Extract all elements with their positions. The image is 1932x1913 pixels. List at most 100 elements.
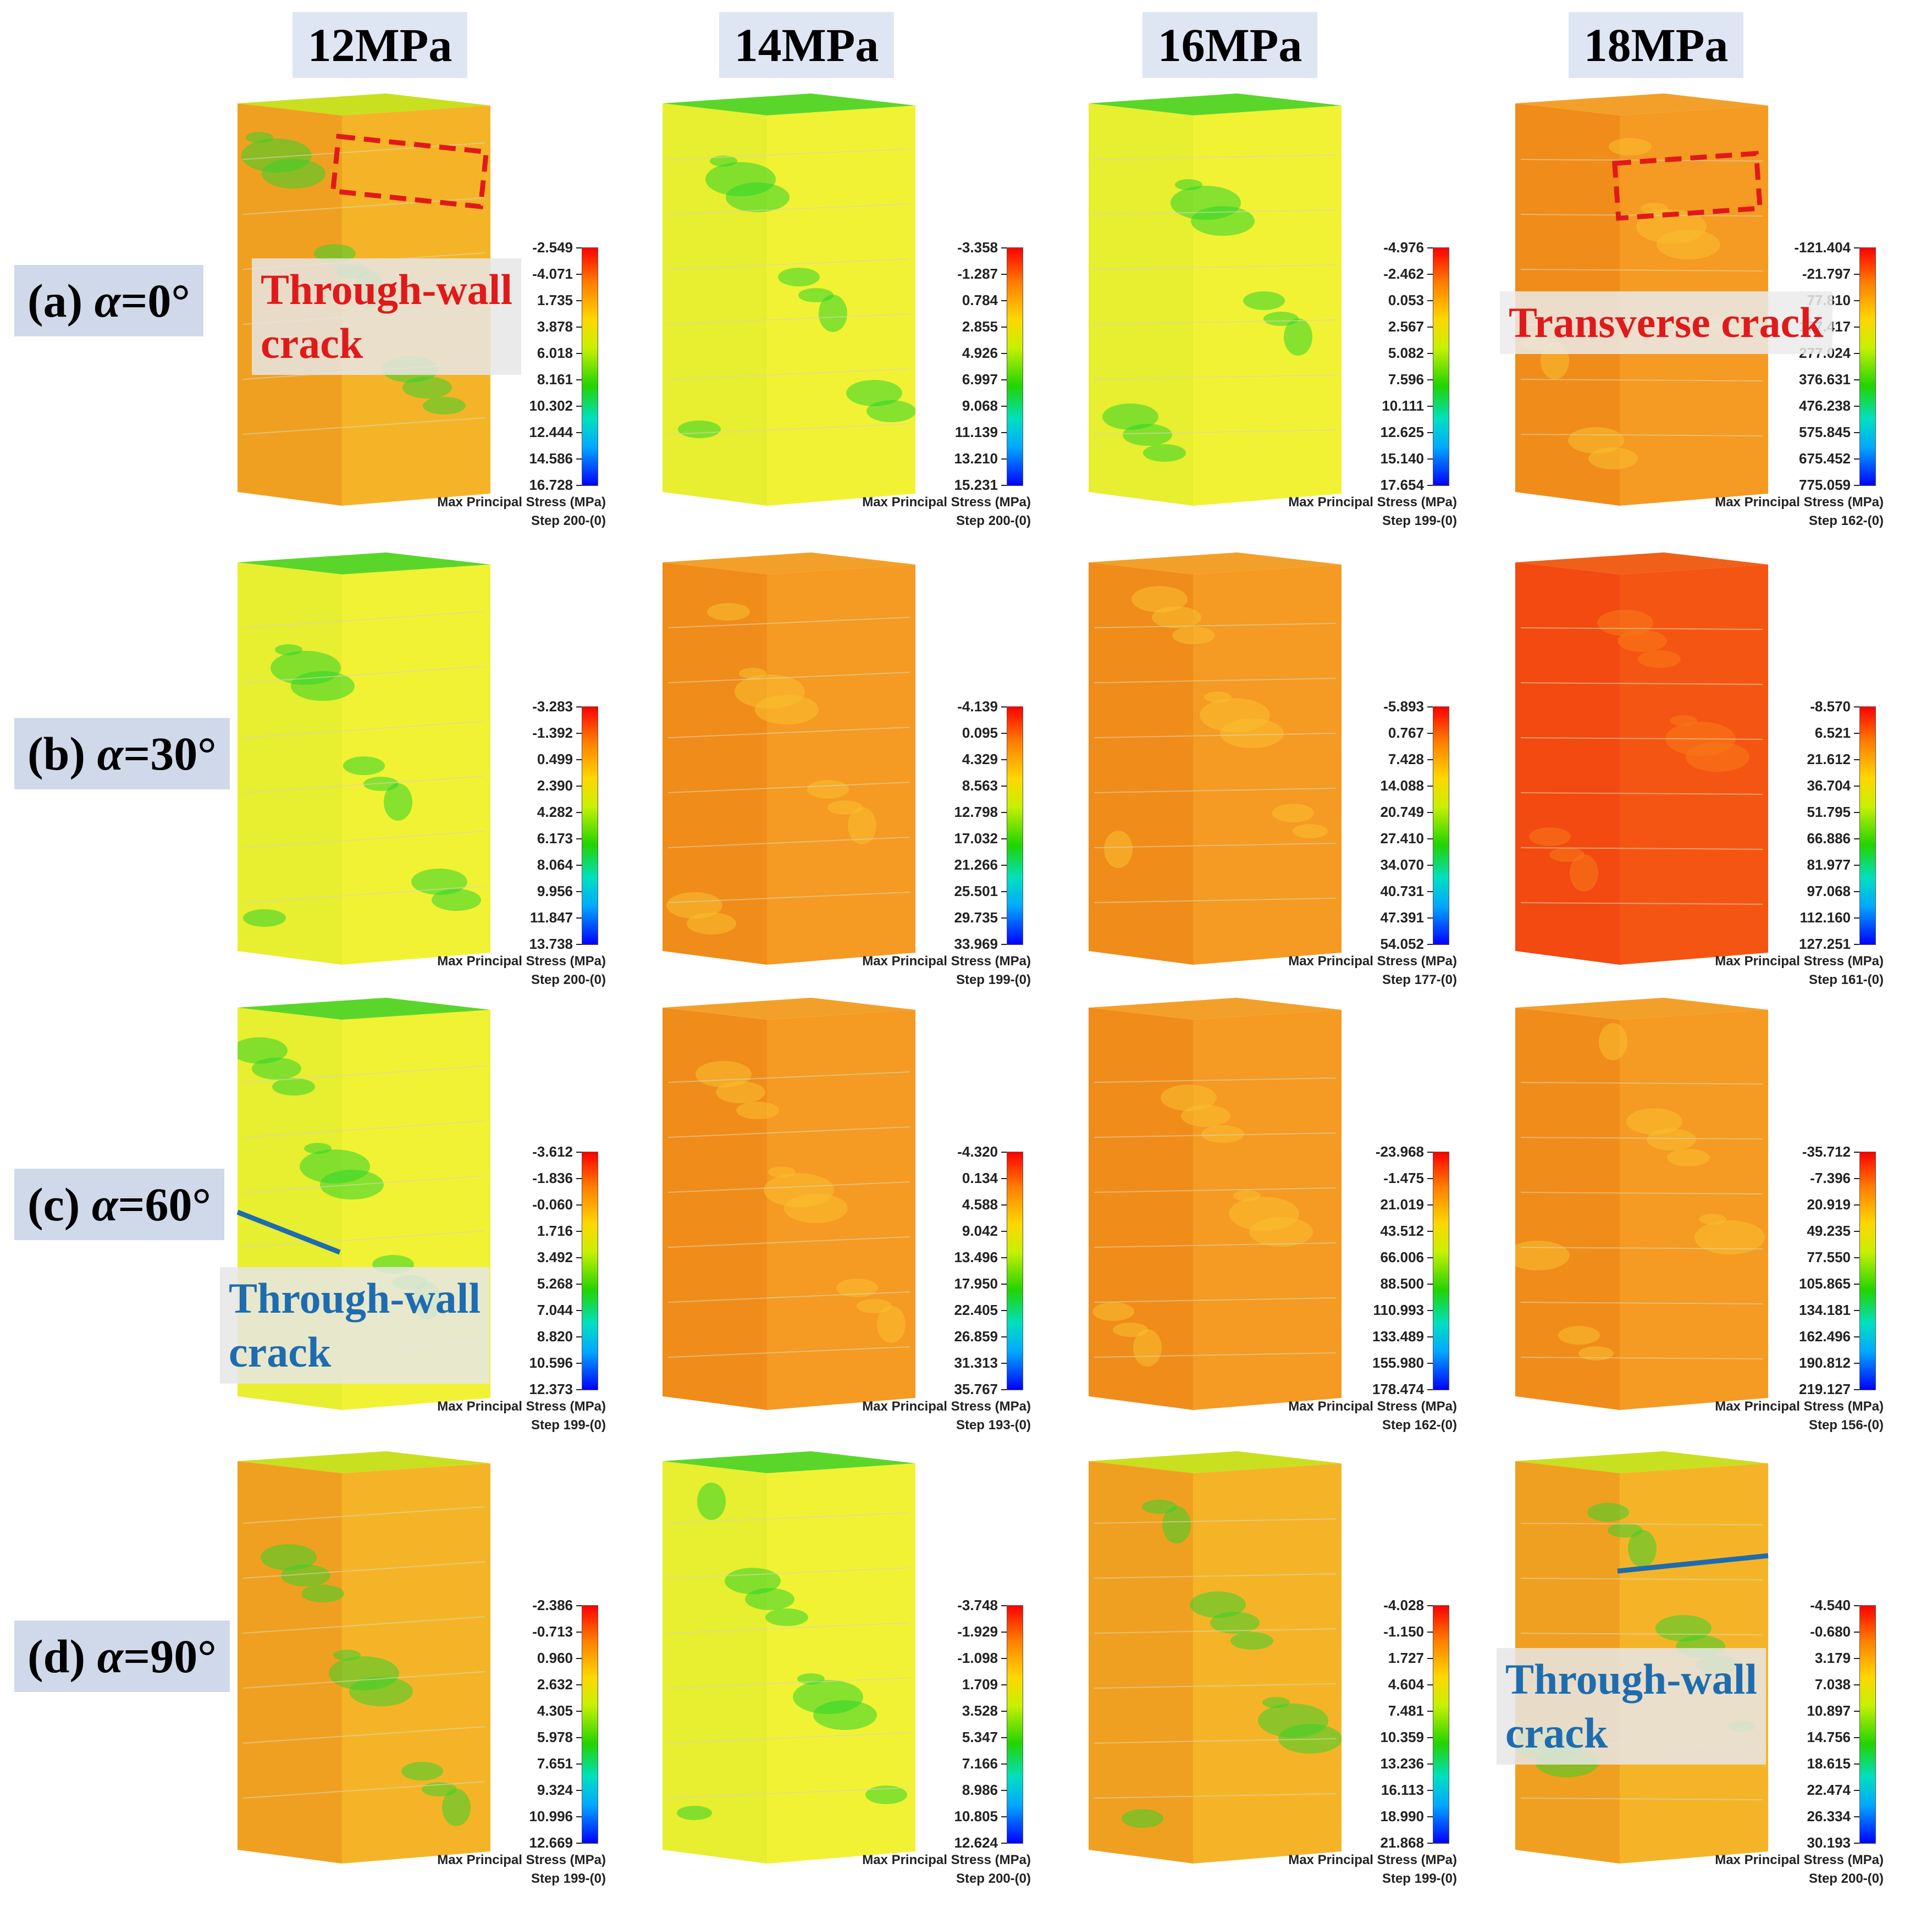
legend-tick-label: 1.709 bbox=[962, 1676, 998, 1693]
legend-colorbar bbox=[1433, 1605, 1449, 1844]
legend-tick-label: 13.210 bbox=[954, 450, 998, 467]
specimen-block bbox=[663, 1451, 915, 1864]
stress-patch bbox=[687, 913, 736, 935]
legend-tick-label: 0.053 bbox=[1388, 292, 1424, 308]
legend-tick-mark bbox=[1427, 1310, 1433, 1311]
specimen-1-0 bbox=[238, 552, 490, 965]
legend-tick-mark bbox=[576, 1284, 582, 1285]
fracture-trace bbox=[1094, 1352, 1337, 1358]
stress-patch bbox=[1618, 630, 1667, 652]
fracture-trace bbox=[667, 837, 910, 848]
stress-patch bbox=[1181, 1105, 1230, 1127]
legend-tick-mark bbox=[576, 917, 582, 919]
legend-tick-label: 7.038 bbox=[1814, 1676, 1851, 1693]
legend-tick-label: 7.481 bbox=[1388, 1702, 1424, 1719]
stress-patch bbox=[1587, 1503, 1629, 1522]
fracture-trace bbox=[1520, 1798, 1763, 1800]
fracture-trace bbox=[1094, 843, 1337, 848]
fracture-trace bbox=[667, 727, 910, 738]
legend-tick-mark bbox=[1854, 1284, 1859, 1285]
fracture-trace bbox=[1520, 1082, 1763, 1085]
legend-step: Step 199-(0) bbox=[1382, 513, 1457, 528]
legend-tick-label: -7.396 bbox=[1810, 1170, 1851, 1186]
legend-tick-label: 5.082 bbox=[1388, 345, 1424, 361]
fracture-trace bbox=[1094, 1738, 1337, 1744]
legend-tick-label: -1.392 bbox=[532, 725, 573, 741]
legend-tick-mark bbox=[576, 458, 582, 460]
legend-tick-label: 10.111 bbox=[1382, 397, 1424, 414]
legend-tick-mark bbox=[576, 274, 582, 275]
legend-tick-mark bbox=[1427, 1684, 1433, 1685]
legend-tick-label: 3.179 bbox=[1814, 1650, 1851, 1666]
legend-tick-mark bbox=[576, 1711, 582, 1712]
fracture-trace bbox=[1094, 1628, 1337, 1634]
legend-step: Step 177-(0) bbox=[1382, 972, 1457, 987]
legend-tick-mark bbox=[1001, 1684, 1007, 1685]
legend-tick-mark bbox=[1854, 1632, 1859, 1633]
legend-tick-mark bbox=[576, 706, 582, 707]
legend-tick-mark bbox=[1001, 1790, 1007, 1791]
legend-tick-label: 2.855 bbox=[962, 318, 998, 335]
legend-tick-mark bbox=[1854, 1231, 1859, 1232]
legend-tick-mark bbox=[1001, 1658, 1007, 1659]
legend-tick-mark bbox=[576, 891, 582, 892]
legend-tick-label: 8.064 bbox=[537, 856, 573, 873]
legend-step: Step 161-(0) bbox=[1808, 972, 1884, 987]
legend-step: Step 199-(0) bbox=[956, 972, 1031, 987]
fracture-trace bbox=[1094, 1187, 1337, 1193]
legend-tick-label: 8.820 bbox=[537, 1328, 573, 1345]
legend-tick-mark bbox=[1854, 485, 1859, 486]
stress-patch bbox=[314, 244, 356, 263]
legend-tick-mark bbox=[1001, 1605, 1007, 1606]
legend-title: Max Principal Stress (MPa) bbox=[1288, 954, 1457, 969]
specimen-block bbox=[1515, 998, 1768, 1410]
legend-tick-label: 97.068 bbox=[1807, 883, 1851, 899]
fracture-trace bbox=[242, 1616, 485, 1634]
stress-patch bbox=[678, 421, 721, 438]
legend-tick-mark bbox=[1001, 1763, 1007, 1765]
fracture-trace bbox=[667, 1787, 910, 1799]
legend-tick-mark bbox=[1427, 1178, 1433, 1179]
legend-tick-label: 6.173 bbox=[537, 830, 573, 847]
stress-patch bbox=[401, 1762, 443, 1781]
legend-tick-label: 9.042 bbox=[962, 1223, 998, 1239]
stress-patch bbox=[1210, 1612, 1260, 1634]
legend-tick-label: 17.950 bbox=[954, 1275, 998, 1292]
legend-tick-label: 36.704 bbox=[1807, 777, 1851, 794]
specimen-0-1 bbox=[663, 93, 915, 506]
legend-title: Max Principal Stress (MPa) bbox=[862, 1853, 1031, 1867]
legend-tick-mark bbox=[1001, 1363, 1007, 1364]
fracture-trace bbox=[1520, 1192, 1763, 1195]
fracture-trace bbox=[667, 1181, 910, 1193]
specimen-block bbox=[238, 552, 490, 965]
legend-tick-mark bbox=[1427, 944, 1433, 945]
legend-tick-mark bbox=[1001, 485, 1007, 486]
stress-patch bbox=[402, 377, 452, 399]
stress-patch bbox=[384, 783, 412, 821]
stress-patch bbox=[343, 756, 385, 775]
fracture-trace bbox=[1520, 902, 1763, 905]
legend-step: Step 193-(0) bbox=[956, 1418, 1031, 1433]
legend-tick-mark bbox=[1427, 891, 1433, 892]
legend-tick-mark bbox=[576, 1152, 582, 1153]
fracture-trace bbox=[667, 1622, 910, 1634]
legend-tick-label: 14.586 bbox=[529, 450, 573, 467]
legend-tick-mark bbox=[1854, 917, 1859, 919]
legend-tick-label: 88.500 bbox=[1380, 1275, 1424, 1292]
legend-tick-label: -3.283 bbox=[532, 698, 573, 715]
legend-tick-label: -21.797 bbox=[1802, 266, 1851, 282]
fracture-trace bbox=[242, 611, 485, 628]
legend-tick-mark bbox=[1427, 406, 1433, 407]
legend-tick-label: 1.735 bbox=[537, 292, 573, 308]
fracture-trace bbox=[667, 617, 910, 628]
fracture-trace bbox=[1094, 898, 1337, 903]
legend-tick-mark bbox=[1427, 1363, 1433, 1364]
legend-tick-mark bbox=[1427, 838, 1433, 839]
left-face bbox=[238, 1461, 342, 1864]
fracture-trace bbox=[242, 1065, 485, 1083]
legend-tick-label: 127.251 bbox=[1799, 936, 1851, 952]
legend-tick-mark bbox=[576, 1790, 582, 1791]
legend-tick-mark bbox=[1854, 891, 1859, 892]
legend-tick-label: 4.588 bbox=[962, 1196, 998, 1213]
legend-tick-label: -3.748 bbox=[957, 1597, 998, 1613]
